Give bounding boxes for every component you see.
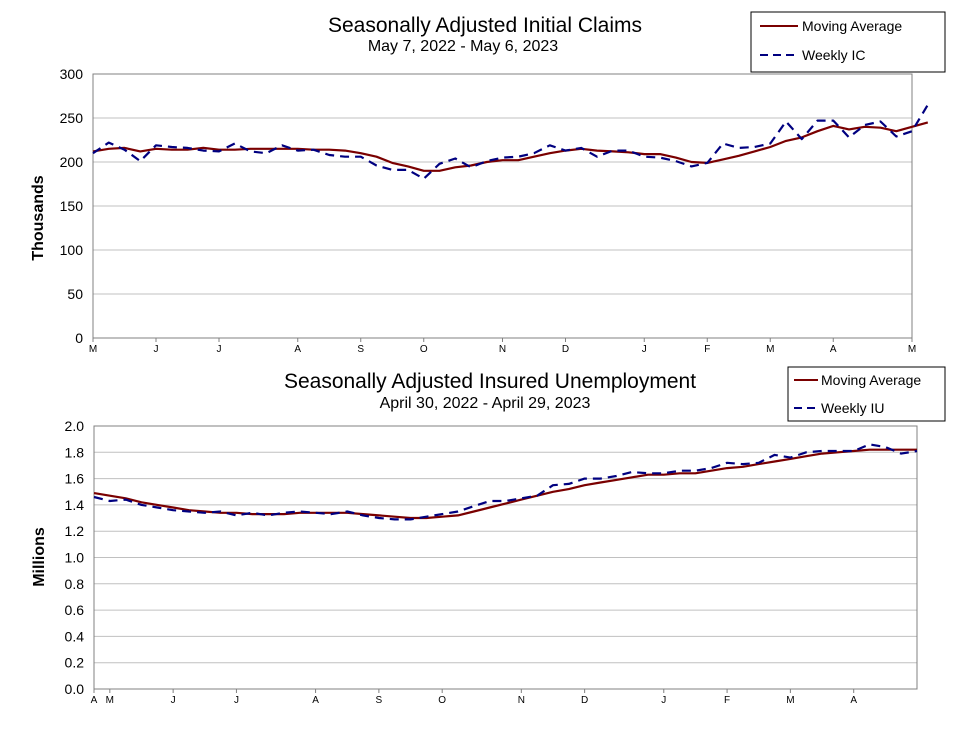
x-tick-label: S	[376, 695, 383, 706]
y-axis-label: Millions	[31, 527, 48, 587]
x-tick-label: A	[294, 344, 301, 355]
x-tick-label: M	[908, 344, 916, 355]
x-tick-label: J	[217, 344, 222, 355]
legend-label-moving-average: Moving Average	[802, 18, 902, 34]
series-line-moving-average	[92, 121, 929, 172]
x-tick-label: J	[642, 344, 647, 355]
series-lines	[93, 443, 918, 521]
x-tick-label: O	[438, 695, 446, 706]
y-tick-label: 50	[67, 286, 83, 302]
x-tick-label: A	[830, 344, 837, 355]
y-tick-label: 0.4	[65, 628, 85, 644]
x-tick-label: D	[562, 344, 569, 355]
chart-title: Seasonally Adjusted Initial Claims	[328, 14, 642, 37]
x-tick-label: A	[312, 695, 319, 706]
x-tick-label: M	[89, 344, 97, 355]
x-tick-label: J	[154, 344, 159, 355]
x-tick-label: N	[518, 695, 525, 706]
chart-subtitle: May 7, 2022 - May 6, 2023	[368, 38, 558, 55]
y-tick-label: 2.0	[65, 418, 85, 434]
legend-label-weekly: Weekly IU	[821, 400, 885, 416]
x-tick-label: F	[704, 344, 710, 355]
grid	[94, 425, 917, 690]
y-tick-label: 150	[60, 198, 84, 214]
y-tick-label: 1.4	[65, 497, 85, 513]
y-tick-label: 0	[75, 330, 83, 346]
y-tick-label: 0.2	[65, 655, 85, 671]
x-tick-label: F	[724, 695, 730, 706]
y-tick-labels: 0 50 100 150 200 250 300	[60, 66, 84, 346]
series-line-moving-average	[93, 448, 917, 520]
x-tick-label: J	[661, 695, 666, 706]
x-tick-label: M	[766, 344, 774, 355]
y-tick-label: 100	[60, 242, 84, 258]
x-tick-label: O	[420, 344, 428, 355]
insured-unemployment-chart: Seasonally Adjusted Insured Unemployment…	[31, 366, 946, 706]
y-tick-label: 300	[60, 66, 84, 82]
legend: Moving Average Weekly IC	[750, 11, 946, 73]
chart-title: Seasonally Adjusted Insured Unemployment	[284, 370, 696, 393]
initial-claims-chart: Seasonally Adjusted Initial Claims May 7…	[30, 11, 946, 355]
y-tick-label: 250	[60, 110, 84, 126]
y-axis-label: Thousands	[30, 175, 47, 260]
y-tick-label: 0.8	[65, 576, 85, 592]
legend-box	[750, 11, 946, 73]
legend-box	[787, 366, 946, 422]
x-tick-label: J	[171, 695, 176, 706]
legend-label-weekly: Weekly IC	[802, 47, 866, 63]
legend: Moving Average Weekly IU	[787, 366, 946, 422]
plot-frame	[93, 425, 918, 690]
y-tick-label: 200	[60, 154, 84, 170]
y-tick-label: 0.6	[65, 602, 85, 618]
x-tick-label: S	[357, 344, 364, 355]
y-tick-label: 1.0	[65, 550, 85, 566]
y-tick-label: 1.8	[65, 444, 85, 460]
y-tick-label: 1.2	[65, 523, 85, 539]
x-tick-label: J	[234, 695, 239, 706]
x-tick-label: M	[106, 695, 114, 706]
x-tick-label: D	[581, 695, 588, 706]
legend-label-moving-average: Moving Average	[821, 372, 921, 388]
x-tick-label: N	[499, 344, 506, 355]
y-tick-label: 0.0	[65, 681, 85, 697]
y-tick-labels: 0.0 0.2 0.4 0.6 0.8 1.0 1.2 1.4 1.6 1.8 2.0	[65, 418, 85, 697]
y-tick-label: 1.6	[65, 471, 85, 487]
series-lines	[92, 104, 929, 180]
series-line-weekly	[92, 104, 929, 180]
x-tick-label: A	[91, 695, 98, 706]
chart-subtitle: April 30, 2022 - April 29, 2023	[380, 395, 591, 412]
x-tick-label: M	[786, 695, 794, 706]
x-tick-label: A	[850, 695, 857, 706]
series-line-weekly	[93, 443, 918, 521]
grid	[93, 73, 912, 339]
